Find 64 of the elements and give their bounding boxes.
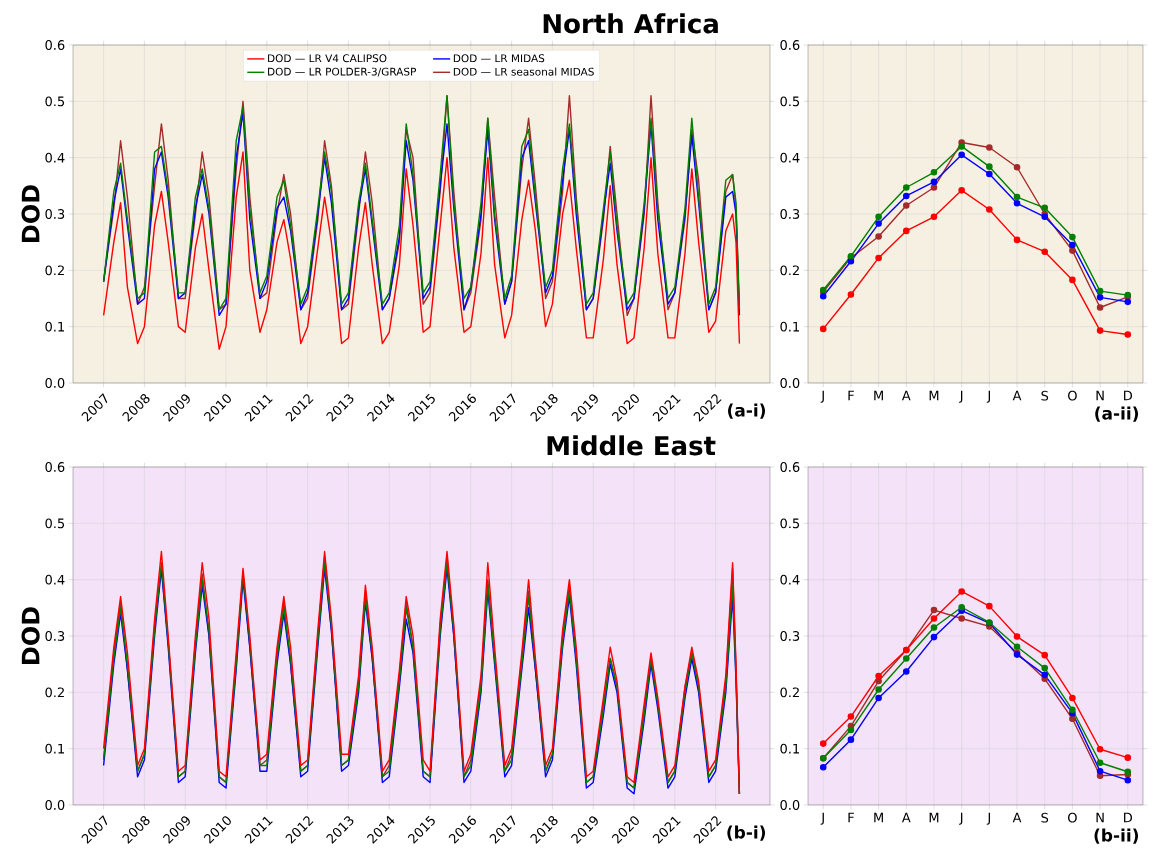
x-tick-label: S: [1041, 812, 1049, 823]
x-tick-label: M: [874, 812, 883, 823]
y-tick-label: 0.5: [780, 518, 800, 529]
y-tick-label: 0.3: [780, 631, 800, 641]
legend-label: DOD — LR MIDAS: [453, 54, 545, 63]
y-tick-label: 0.5: [45, 518, 65, 529]
y-tick-label: 0.2: [780, 265, 799, 276]
y-axis-title: DOD: [21, 607, 40, 664]
y-tick-label: 0.5: [45, 96, 65, 107]
x-tick-label: N: [1096, 390, 1104, 401]
x-tick-label: N: [1096, 812, 1104, 823]
y-tick-label: 0.0: [45, 800, 65, 810]
y-tick-label: 0.3: [780, 209, 800, 219]
y-tick-label: 0.3: [45, 209, 65, 219]
y-tick-label: 0.1: [45, 743, 65, 754]
y-tick-label: 0.5: [780, 96, 800, 107]
x-tick-label: O: [1068, 390, 1077, 401]
y-tick-label: 0.2: [45, 687, 64, 698]
y-tick-label: 0.1: [780, 321, 800, 332]
y-axis-title: DOD: [21, 185, 40, 242]
x-tick-label: O: [1068, 812, 1077, 823]
legend-label: DOD — LR POLDER-3/GRASP: [268, 67, 417, 77]
y-tick-label: 0.4: [780, 574, 800, 585]
chart-title: North Africa: [543, 13, 718, 34]
x-tick-label: J: [820, 390, 824, 403]
x-tick-label: J: [959, 812, 963, 825]
x-tick-label: A: [901, 812, 911, 823]
x-tick-label: M: [874, 390, 883, 401]
x-tick-label: J: [820, 812, 824, 825]
x-tick-label: F: [848, 390, 854, 401]
chart-title: Middle East: [547, 435, 716, 456]
y-tick-label: 0.2: [780, 687, 799, 698]
text: (b-ii): [1094, 828, 1139, 844]
y-tick-label: 0.0: [45, 378, 65, 388]
legend-label: DOD — LR seasonal MIDAS: [453, 67, 594, 76]
x-tick-label: M: [929, 812, 939, 823]
y-tick-label: 0.6: [45, 462, 65, 472]
y-tick-label: 0.4: [45, 152, 65, 163]
text: (a-ii): [1095, 406, 1139, 422]
x-tick-label: A: [1012, 812, 1022, 823]
x-tick-label: J: [986, 812, 990, 825]
x-tick-label: F: [848, 812, 854, 823]
y-tick-label: 0.4: [45, 574, 65, 585]
y-tick-label: 0.0: [780, 378, 800, 388]
y-tick-label: 0.1: [45, 321, 65, 332]
x-tick-label: J: [959, 390, 963, 403]
y-tick-label: 0.4: [780, 152, 800, 163]
y-tick-label: 0.6: [780, 40, 800, 50]
y-tick-label: 0.6: [45, 40, 65, 50]
x-tick-label: S: [1041, 390, 1049, 401]
text: (a-i): [728, 403, 766, 419]
x-tick-label: D: [1124, 812, 1133, 823]
y-tick-label: 0.6: [780, 462, 800, 472]
x-tick-label: D: [1124, 390, 1133, 401]
x-tick-label: A: [901, 390, 911, 401]
y-tick-label: 0.3: [45, 631, 65, 641]
y-tick-label: 0.2: [45, 265, 64, 276]
text: (b-i): [727, 825, 766, 841]
legend-label: DOD — LR V4 CALIPSO: [268, 54, 387, 63]
x-tick-label: M: [929, 390, 939, 401]
y-tick-label: 0.1: [780, 743, 800, 754]
x-tick-label: J: [986, 390, 990, 403]
x-tick-label: A: [1012, 390, 1022, 401]
y-tick-label: 0.0: [780, 800, 800, 810]
